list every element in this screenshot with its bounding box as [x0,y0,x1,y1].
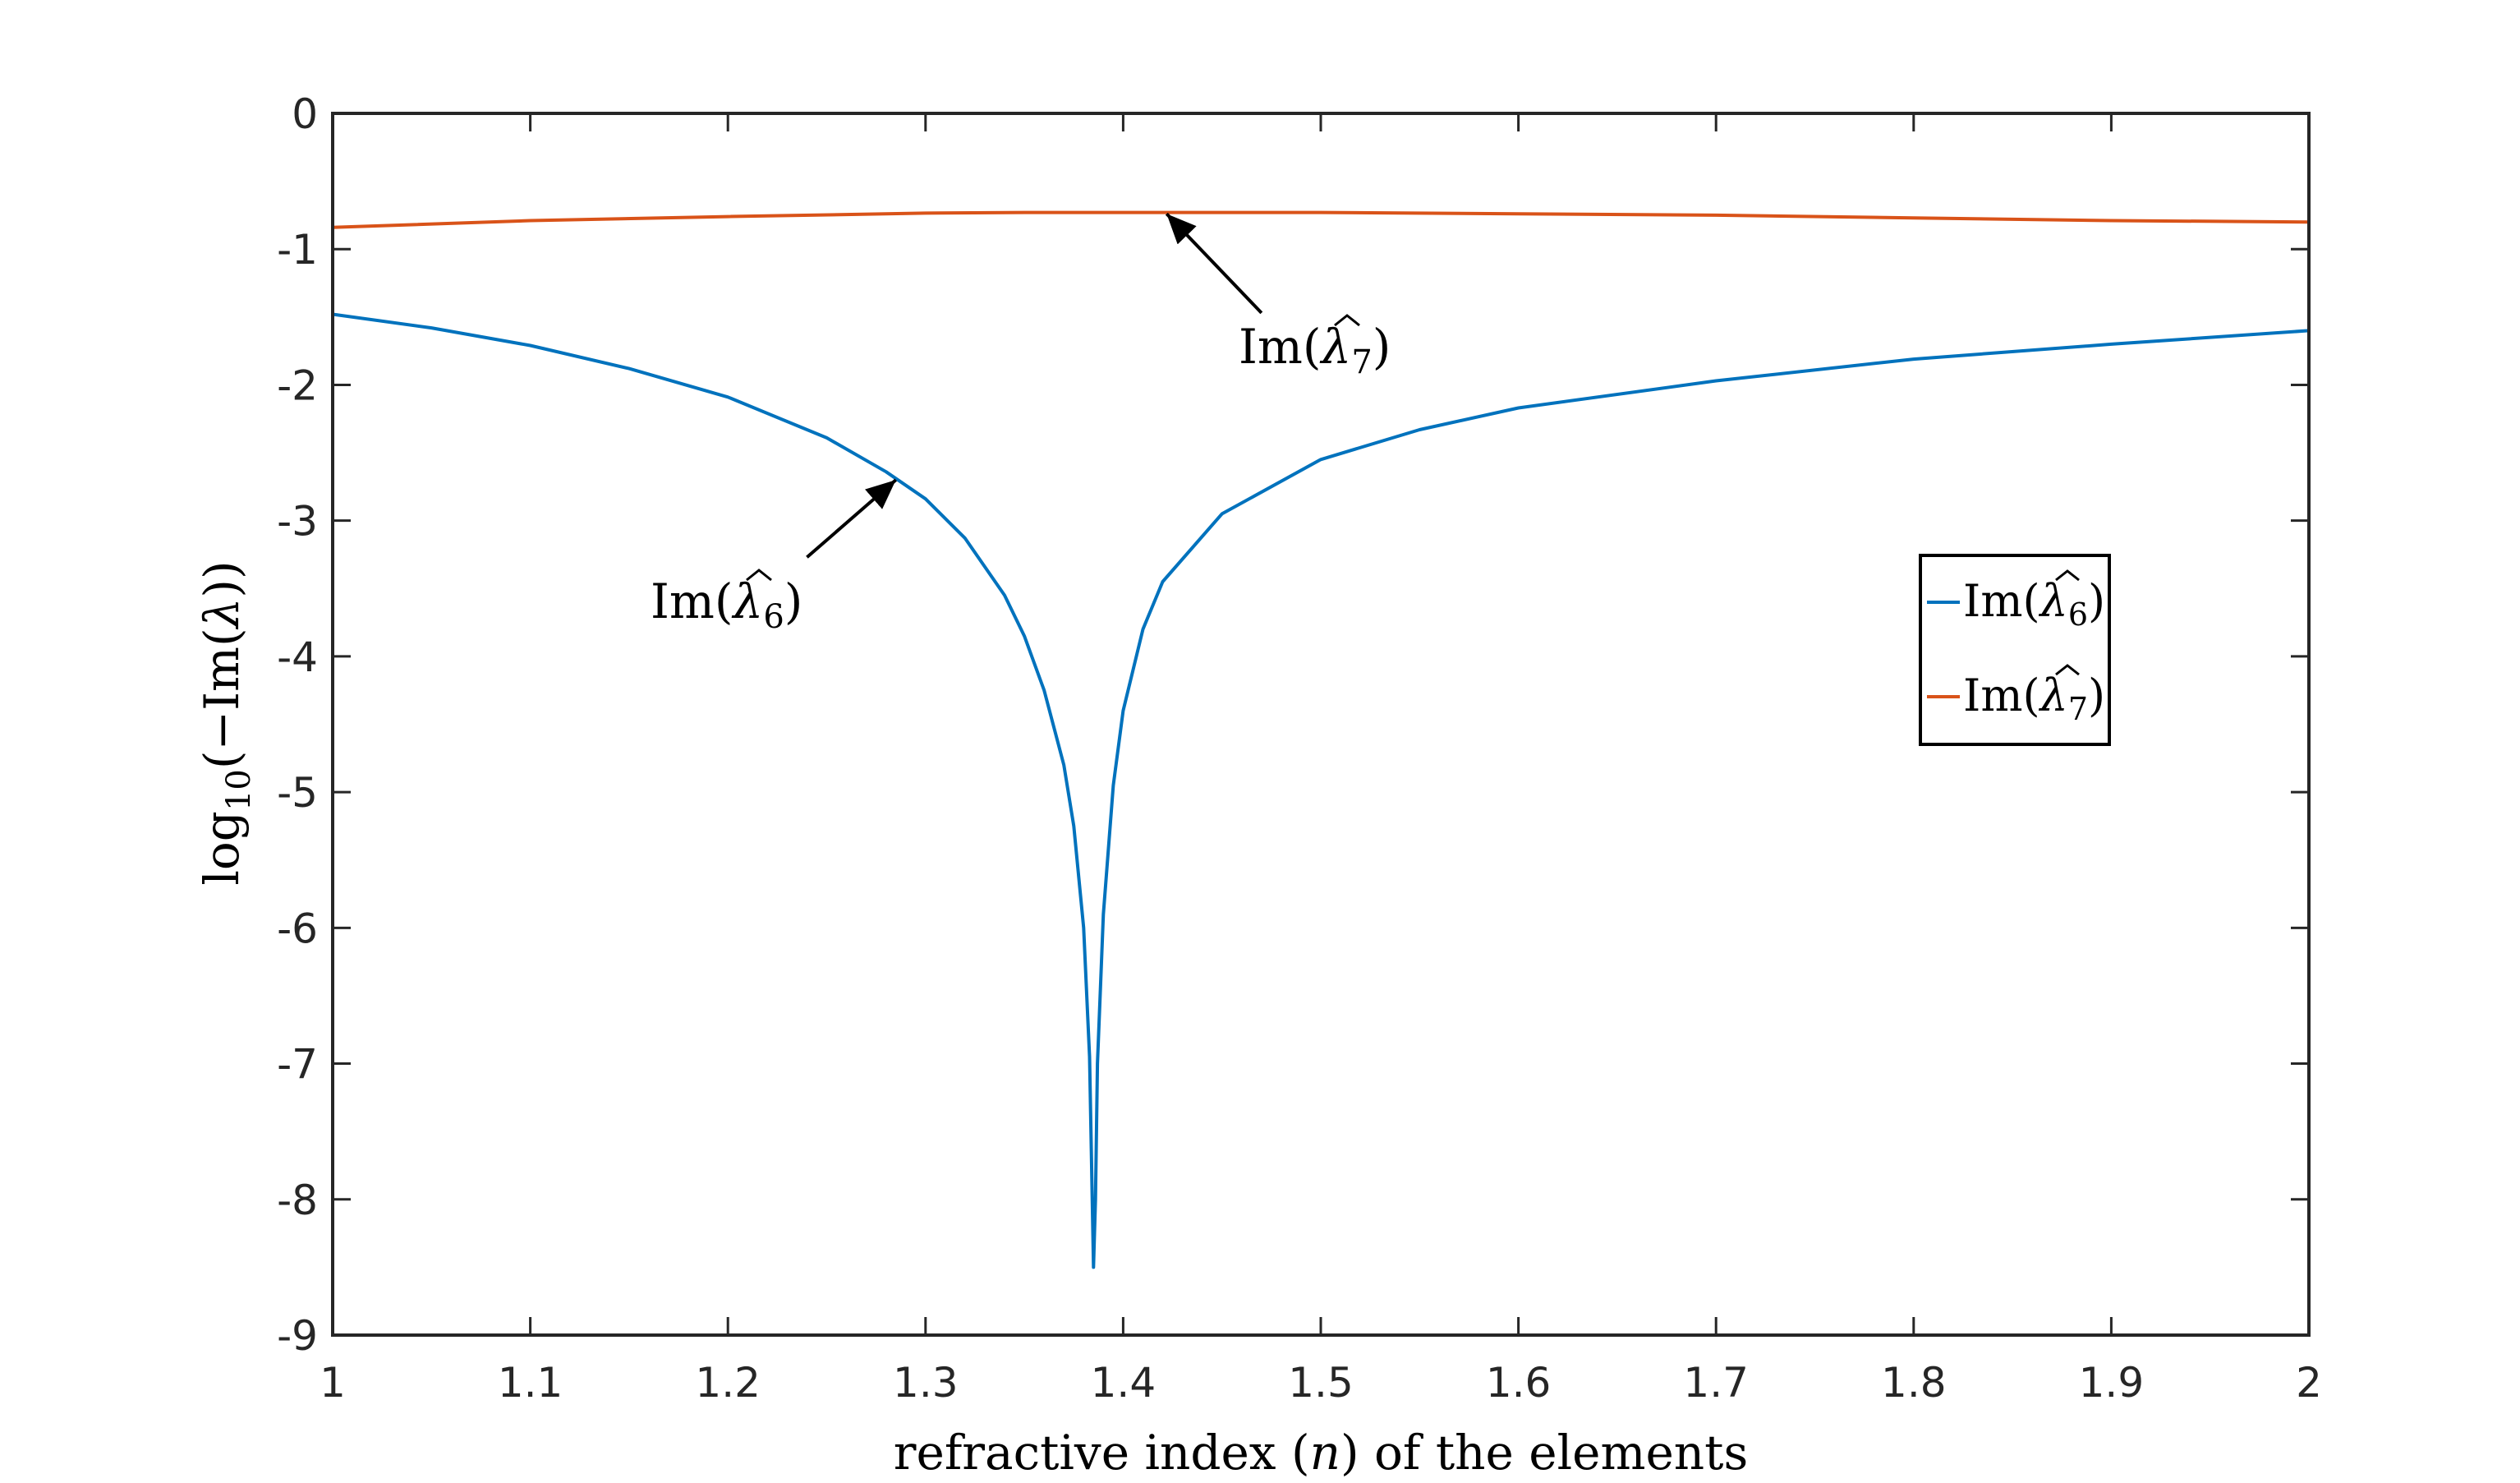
x-tick-label: 1.1 [498,1359,563,1407]
y-tick-label: -2 [277,362,318,409]
x-tick-label: 1.3 [893,1359,959,1407]
y-tick-label: -8 [277,1177,318,1224]
x-tick-label: 1.5 [1288,1359,1354,1407]
series-layer [332,210,2310,1269]
series-line-lambda6 [332,312,2310,1269]
y-tick-label: 0 [292,90,318,138]
tick-labels: 1 1.1 1.2 1.3 1.4 1.5 1.6 1.7 1.8 1.9 2 0 -1 -2 -3 -4 -5… [277,90,2322,1407]
x-tick-label: 1.8 [1881,1359,1947,1407]
axes [331,112,2311,1337]
hat-mark [2055,664,2080,676]
x-tick-label: 1.6 [1486,1359,1552,1407]
y-tick-label: -7 [277,1041,318,1089]
y-tick-label: -5 [277,769,318,817]
x-tick-label: 1.7 [1683,1359,1749,1407]
annotation-label: Im(λ6) [651,573,802,636]
annotation-lambda7: Im(λ7) [1165,212,1391,381]
x-tick-label: 1 [320,1359,346,1407]
x-tick-label: 1.4 [1091,1359,1157,1407]
y-tick-label: -6 [277,905,318,952]
y-axis-label: log10(−Im(λ)) [194,560,258,885]
annotation-lambda6: Im(λ6) [651,478,898,636]
y-tick-label: -3 [277,498,318,546]
x-tick-label: 2 [2296,1359,2322,1407]
x-axis-label: refractive index (n) of the elements [894,1425,1748,1481]
y-tick-label: -4 [277,633,318,681]
legend-label-lambda7: Im(λ7) [1963,670,2105,727]
series-line-lambda7 [332,210,2310,229]
legend-label-lambda6: Im(λ6) [1963,575,2105,633]
annotation-arrow [1165,212,1263,315]
y-tick-label: -9 [277,1312,318,1360]
legend-box [1919,554,2111,746]
annotation-label: Im(λ7) [1239,319,1391,381]
hat-mark [1334,314,1360,327]
legend: Im(λ6) Im(λ7) [1919,554,2111,746]
x-tick-label: 1.9 [2079,1359,2145,1407]
x-tick-label: 1.2 [695,1359,761,1407]
hat-mark [2055,569,2080,582]
hat-mark [746,569,772,582]
annotation-arrow [806,478,898,559]
y-tick-label: -1 [277,226,318,274]
